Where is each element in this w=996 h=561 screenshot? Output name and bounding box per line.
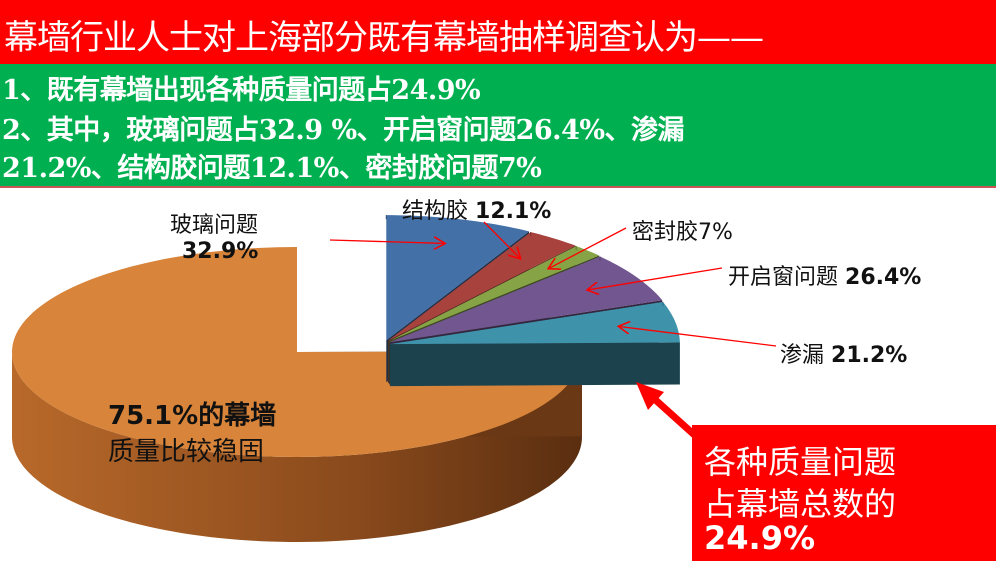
label-seal: 密封胶7% <box>632 220 733 245</box>
callout-box: 各种质量问题 占幕墙总数的 24.9% <box>692 425 996 561</box>
pie-slice-stable <box>12 247 582 457</box>
leader-arrow-4 <box>618 326 777 347</box>
pie-slice-1 <box>387 232 576 341</box>
label-stable: 75.1%的幕墙 质量比较稳固 <box>108 401 277 467</box>
summary-line-3: 21.2%、结构胶问题12.1%、密封胶问题7% <box>2 153 542 184</box>
leader-arrow-2 <box>548 227 627 269</box>
title-bar: 幕墙行业人士对上海部分既有幕墙抽样调查认为—— <box>0 0 996 64</box>
label-structural: 结构胶 12.1% <box>402 199 552 224</box>
pie-slice-3 <box>389 256 663 343</box>
summary-line-2: 2、其中，玻璃问题占32.9 %、开启窗问题26.4%、渗漏 <box>2 115 685 146</box>
callout-arrow-head <box>636 382 664 410</box>
label-window: 开启窗问题 26.4% <box>728 265 922 290</box>
callout-line-1: 各种质量问题 <box>704 443 897 481</box>
label-glass: 玻璃问题 32.9% <box>170 213 259 264</box>
summary-panel: 1、既有幕墙出现各种质量问题占24.9% 2、其中，玻璃问题占32.9 %、开启… <box>0 64 996 188</box>
summary-line-1: 1、既有幕墙出现各种质量问题占24.9% <box>2 75 481 106</box>
label-leak: 渗漏 21.2% <box>780 343 908 368</box>
pie-slice-stable-side <box>12 352 582 542</box>
pie-slice-side-4 <box>389 342 680 387</box>
pie-slice-2 <box>388 246 600 342</box>
callout-line-3: 24.9% <box>704 519 816 557</box>
leader-arrow-1 <box>483 221 521 259</box>
callout-line-2: 占幕墙总数的 <box>704 485 897 523</box>
callout-arrow-shaft <box>647 392 703 443</box>
leader-arrow-0 <box>329 240 445 243</box>
leader-arrow-3 <box>587 267 723 290</box>
pie-chart <box>12 215 777 542</box>
pie-slice-4 <box>389 301 680 345</box>
pie-slice-0 <box>386 215 530 341</box>
slide-title: 幕墙行业人士对上海部分既有幕墙抽样调查认为—— <box>4 18 764 58</box>
